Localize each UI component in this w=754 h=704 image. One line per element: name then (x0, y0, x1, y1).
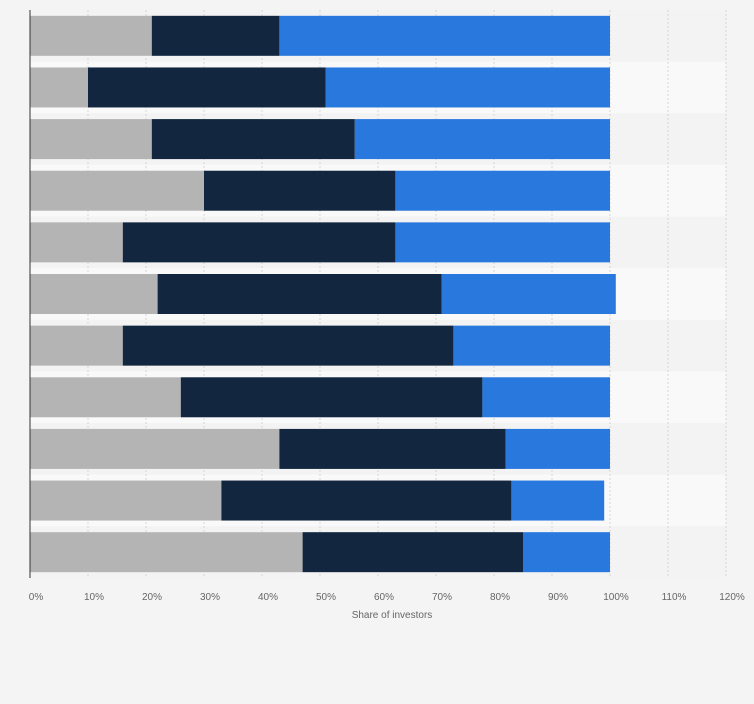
bar-segment-s3 (482, 377, 610, 418)
bar-segment-s2 (88, 67, 326, 108)
bar-segment-s1 (30, 480, 222, 521)
bar-segment-s1 (30, 325, 123, 366)
x-tick-label: 40% (258, 592, 278, 603)
bar-segment-s3 (505, 428, 610, 469)
bar-segment-s1 (30, 119, 152, 160)
x-axis-title: Share of investors (352, 610, 433, 621)
bar-segment-s2 (122, 222, 396, 263)
x-tick-label: 70% (432, 592, 452, 603)
bar-segment-s1 (30, 15, 152, 56)
bar-segment-s2 (302, 532, 523, 573)
bar-segment-s1 (30, 170, 204, 211)
bar-segment-s3 (453, 325, 610, 366)
bar-segment-s3 (279, 15, 610, 56)
bar-segment-s2 (151, 15, 280, 56)
bar-segment-s1 (30, 428, 280, 469)
bars (30, 15, 616, 573)
bar-segment-s1 (30, 377, 181, 418)
bar-segment-s3 (325, 67, 610, 108)
bar-segment-s2 (180, 377, 483, 418)
bar-segment-s2 (221, 480, 512, 521)
bar-segment-s3 (441, 274, 616, 314)
bar-segment-s3 (354, 119, 610, 160)
bar-segment-s2 (279, 428, 506, 469)
bar-segment-s1 (30, 274, 158, 314)
bar-segment-s2 (151, 119, 355, 160)
x-tick-label: 90% (548, 592, 568, 603)
x-tick-label: 60% (374, 592, 394, 603)
bar-segment-s2 (157, 274, 442, 314)
bar-segment-s1 (30, 222, 123, 263)
bar-segment-s3 (395, 170, 610, 211)
x-tick-label: 30% (200, 592, 220, 603)
x-tick-label: 80% (490, 592, 510, 603)
x-tick-label: 0% (29, 592, 44, 603)
x-axis-ticks: 0% 10% 20% 30% 40% 50% 60% 70% 80% 90% 100% 110% 120… (29, 592, 745, 603)
x-tick-label: 120% (719, 592, 745, 603)
bar-segment-s2 (204, 170, 396, 211)
bar-segment-s3 (395, 222, 610, 263)
bar-segment-s3 (511, 480, 605, 521)
x-tick-label: 100% (603, 592, 629, 603)
bar-segment-s1 (30, 532, 303, 573)
x-tick-label: 20% (142, 592, 162, 603)
x-tick-label: 50% (316, 592, 336, 603)
bar-segment-s1 (30, 67, 88, 108)
bar-segment-s2 (122, 325, 454, 366)
x-tick-label: 110% (662, 592, 687, 603)
bar-segment-s3 (523, 532, 610, 573)
x-tick-label: 10% (84, 592, 104, 603)
